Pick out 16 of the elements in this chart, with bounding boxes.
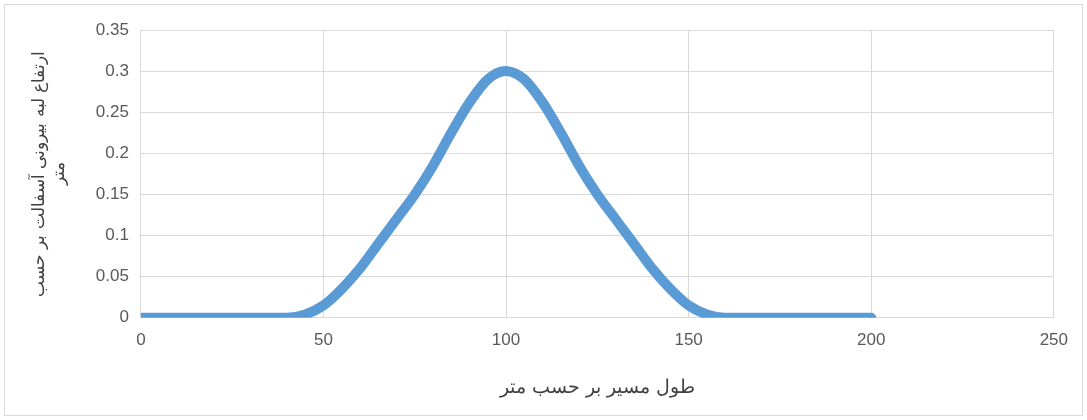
x-tick-label: 0 [136, 329, 146, 349]
y-tick-label: 0.1 [105, 225, 129, 245]
y-tick-label: 0.05 [95, 266, 129, 286]
y-tick-label: 0.35 [95, 19, 129, 39]
x-tick-label: 200 [857, 329, 886, 349]
x-tick-label: 150 [674, 329, 703, 349]
y-tick-label: 0.15 [95, 184, 129, 204]
x-tick-label: 50 [314, 329, 333, 349]
y-axis-title: ارتفاع لبه بیرونی آسفالت بر حسب متر [26, 50, 70, 297]
y-tick-label: 0.3 [105, 60, 129, 80]
y-tick-label: 0 [119, 307, 129, 327]
y-tick-label: 0.25 [95, 101, 129, 121]
x-axis-title: طول مسیر بر حسب متر [498, 374, 695, 398]
x-tick-label: 100 [491, 329, 521, 349]
y-tick-label: 0.2 [105, 143, 129, 163]
x-tick-label: 250 [1039, 329, 1069, 349]
